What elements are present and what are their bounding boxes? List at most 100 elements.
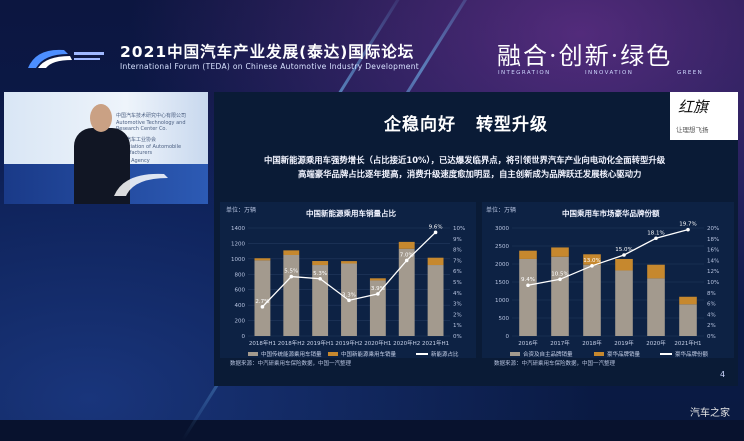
share-point (260, 305, 265, 309)
y2-tick-label: 0% (707, 334, 716, 340)
share-label: 10.5% (551, 271, 568, 277)
share-point (590, 264, 594, 268)
bar-accent (312, 261, 329, 266)
y2-tick-label: 3% (453, 302, 462, 308)
legend-label: 豪华品牌销量 (607, 352, 641, 358)
share-point (289, 274, 294, 279)
watermark: 汽车之家 (690, 408, 730, 419)
share-label: 7.0% (400, 252, 414, 258)
share-label: 15.0% (615, 247, 632, 253)
bar-accent (341, 261, 357, 264)
x-tick-label: 2018年H2 (278, 339, 305, 347)
bar-main (427, 265, 444, 336)
y2-tick-label: 7% (453, 258, 462, 264)
y2-tick-label: 2% (707, 323, 716, 329)
forum-logo-icon (28, 49, 104, 68)
right-chart: 0 500 1000 1500 2000 2500 3000 0% 2% 4% 6% 8% 10% 12%… (495, 222, 719, 347)
y-tick-label: 200 (235, 319, 246, 325)
wall-text: News Agency (116, 158, 150, 164)
bar-accent (647, 264, 665, 279)
right-legend-item: 豪华品牌份额 (660, 350, 708, 358)
right-chart-panel: 单位：万辆 中国乘用车市场豪华品牌份额 0 500 1000 1500 2000 2500… (482, 202, 734, 358)
x-tick-label: 2017年 (550, 339, 570, 347)
left-legend-item: 中国传统能源乘用车销量 (248, 350, 322, 358)
wall-text: 中国汽车工业协会 (116, 137, 157, 143)
y2-tick-label: 14% (707, 258, 719, 264)
legend-swatch (248, 352, 258, 356)
bar-main (283, 255, 300, 336)
right-legend-item: 合资及自主品牌销量 (510, 350, 573, 358)
share-label: 9.4% (521, 277, 535, 283)
left-chart-unit: 单位：万辆 (226, 207, 257, 214)
legend-swatch (328, 352, 338, 356)
slogan-word-integration: INTEGRATION (498, 70, 551, 76)
slide-bullet-1: 中国新能源乘用车强势增长（占比接近10%），已达爆发临界点，将引领世界汽车产业向… (264, 155, 666, 165)
y-tick-label: 600 (235, 288, 246, 294)
slogan-word-innovation: INNOVATION (585, 70, 634, 76)
speaker-video: 中国汽车技术研究中心有限公司 Automotive Technology and… (4, 92, 208, 204)
x-tick-label: 2016年 (518, 339, 538, 347)
y2-tick-label: 6% (707, 302, 716, 308)
brand-name: 红旗 (678, 98, 709, 116)
y2-tick-label: 10% (453, 226, 465, 232)
right-chart-title: 中国乘用车市场豪华品牌份额 (562, 209, 660, 218)
share-label: 5.5% (284, 269, 298, 275)
bar-accent (283, 250, 300, 255)
bar-accent (679, 296, 697, 305)
brand-tagline: 让理想飞扬 (676, 126, 709, 134)
right-chart-source: 数据来源：中汽研乘用车保险数据，中国一汽整理 (494, 361, 616, 367)
slogan-word-green: GREEN (677, 70, 704, 76)
bar-main (551, 256, 569, 336)
bar-accent (615, 258, 633, 271)
slide-title-right: 转型升级 (476, 115, 548, 135)
y2-tick-label: 16% (707, 248, 719, 254)
presentation-slide: 企稳向好 转型升级 红旗 让理想飞扬 中国新能源乘用车强势增长（占比接近10%），… (214, 92, 738, 386)
bar-accent (369, 278, 386, 281)
share-label: 9.6% (429, 224, 443, 230)
share-point (376, 292, 380, 296)
y2-tick-label: 10% (707, 280, 719, 286)
share-point (654, 236, 658, 241)
y2-tick-label: 20% (707, 226, 719, 232)
bar-accent (551, 247, 569, 257)
bar-main (679, 304, 697, 336)
y2-tick-label: 9% (453, 237, 462, 243)
left-chart-source: 数据来源：中汽研乘用车保险数据，中国一汽整理 (230, 361, 352, 367)
y-tick-label: 400 (235, 303, 246, 309)
left-chart: 0 200 400 600 800 1000 1200 1400 0% 1% 2% 3% 4% 5% 6% 7… (231, 224, 465, 347)
bar-accent (254, 258, 271, 261)
y2-tick-label: 1% (453, 323, 462, 329)
bar-accent (398, 241, 415, 249)
y-tick-label: 1200 (231, 241, 245, 247)
share-point (318, 276, 322, 281)
y-tick-label: 0 (506, 334, 510, 340)
share-point (433, 230, 438, 235)
bar-main (398, 248, 415, 336)
x-tick-label: 2019年 (614, 339, 634, 347)
y-tick-label: 800 (235, 272, 246, 278)
share-point (347, 298, 351, 303)
share-line (527, 228, 689, 286)
legend-line (660, 353, 672, 355)
share-label: 18.1% (647, 230, 664, 236)
left-legend-item: 中国新能源乘用车销量 (328, 350, 396, 358)
y-tick-label: 1000 (231, 257, 245, 263)
share-label: 3.9% (371, 286, 385, 292)
share-label: 2.7% (255, 299, 269, 305)
x-tick-label: 2018年H1 (249, 339, 276, 347)
bar-main (519, 258, 537, 336)
slide-title-left: 企稳向好 (384, 115, 456, 135)
x-tick-label: 2020年H2 (393, 339, 420, 347)
slide-title: 企稳向好 转型升级 (384, 110, 548, 135)
y-tick-label: 2500 (495, 244, 509, 250)
slide-page-number: 4 (720, 370, 726, 379)
y-tick-label: 1000 (495, 298, 509, 304)
speaker-head (90, 104, 112, 132)
y2-tick-label: 18% (707, 237, 719, 243)
right-legend-item: 豪华品牌销量 (594, 350, 640, 358)
bar-main (254, 260, 271, 336)
bar-main (583, 264, 601, 336)
y-tick-label: 3000 (495, 226, 509, 232)
legend-label: 合资及自主品牌销量 (523, 352, 573, 358)
y2-tick-label: 0% (453, 334, 462, 340)
